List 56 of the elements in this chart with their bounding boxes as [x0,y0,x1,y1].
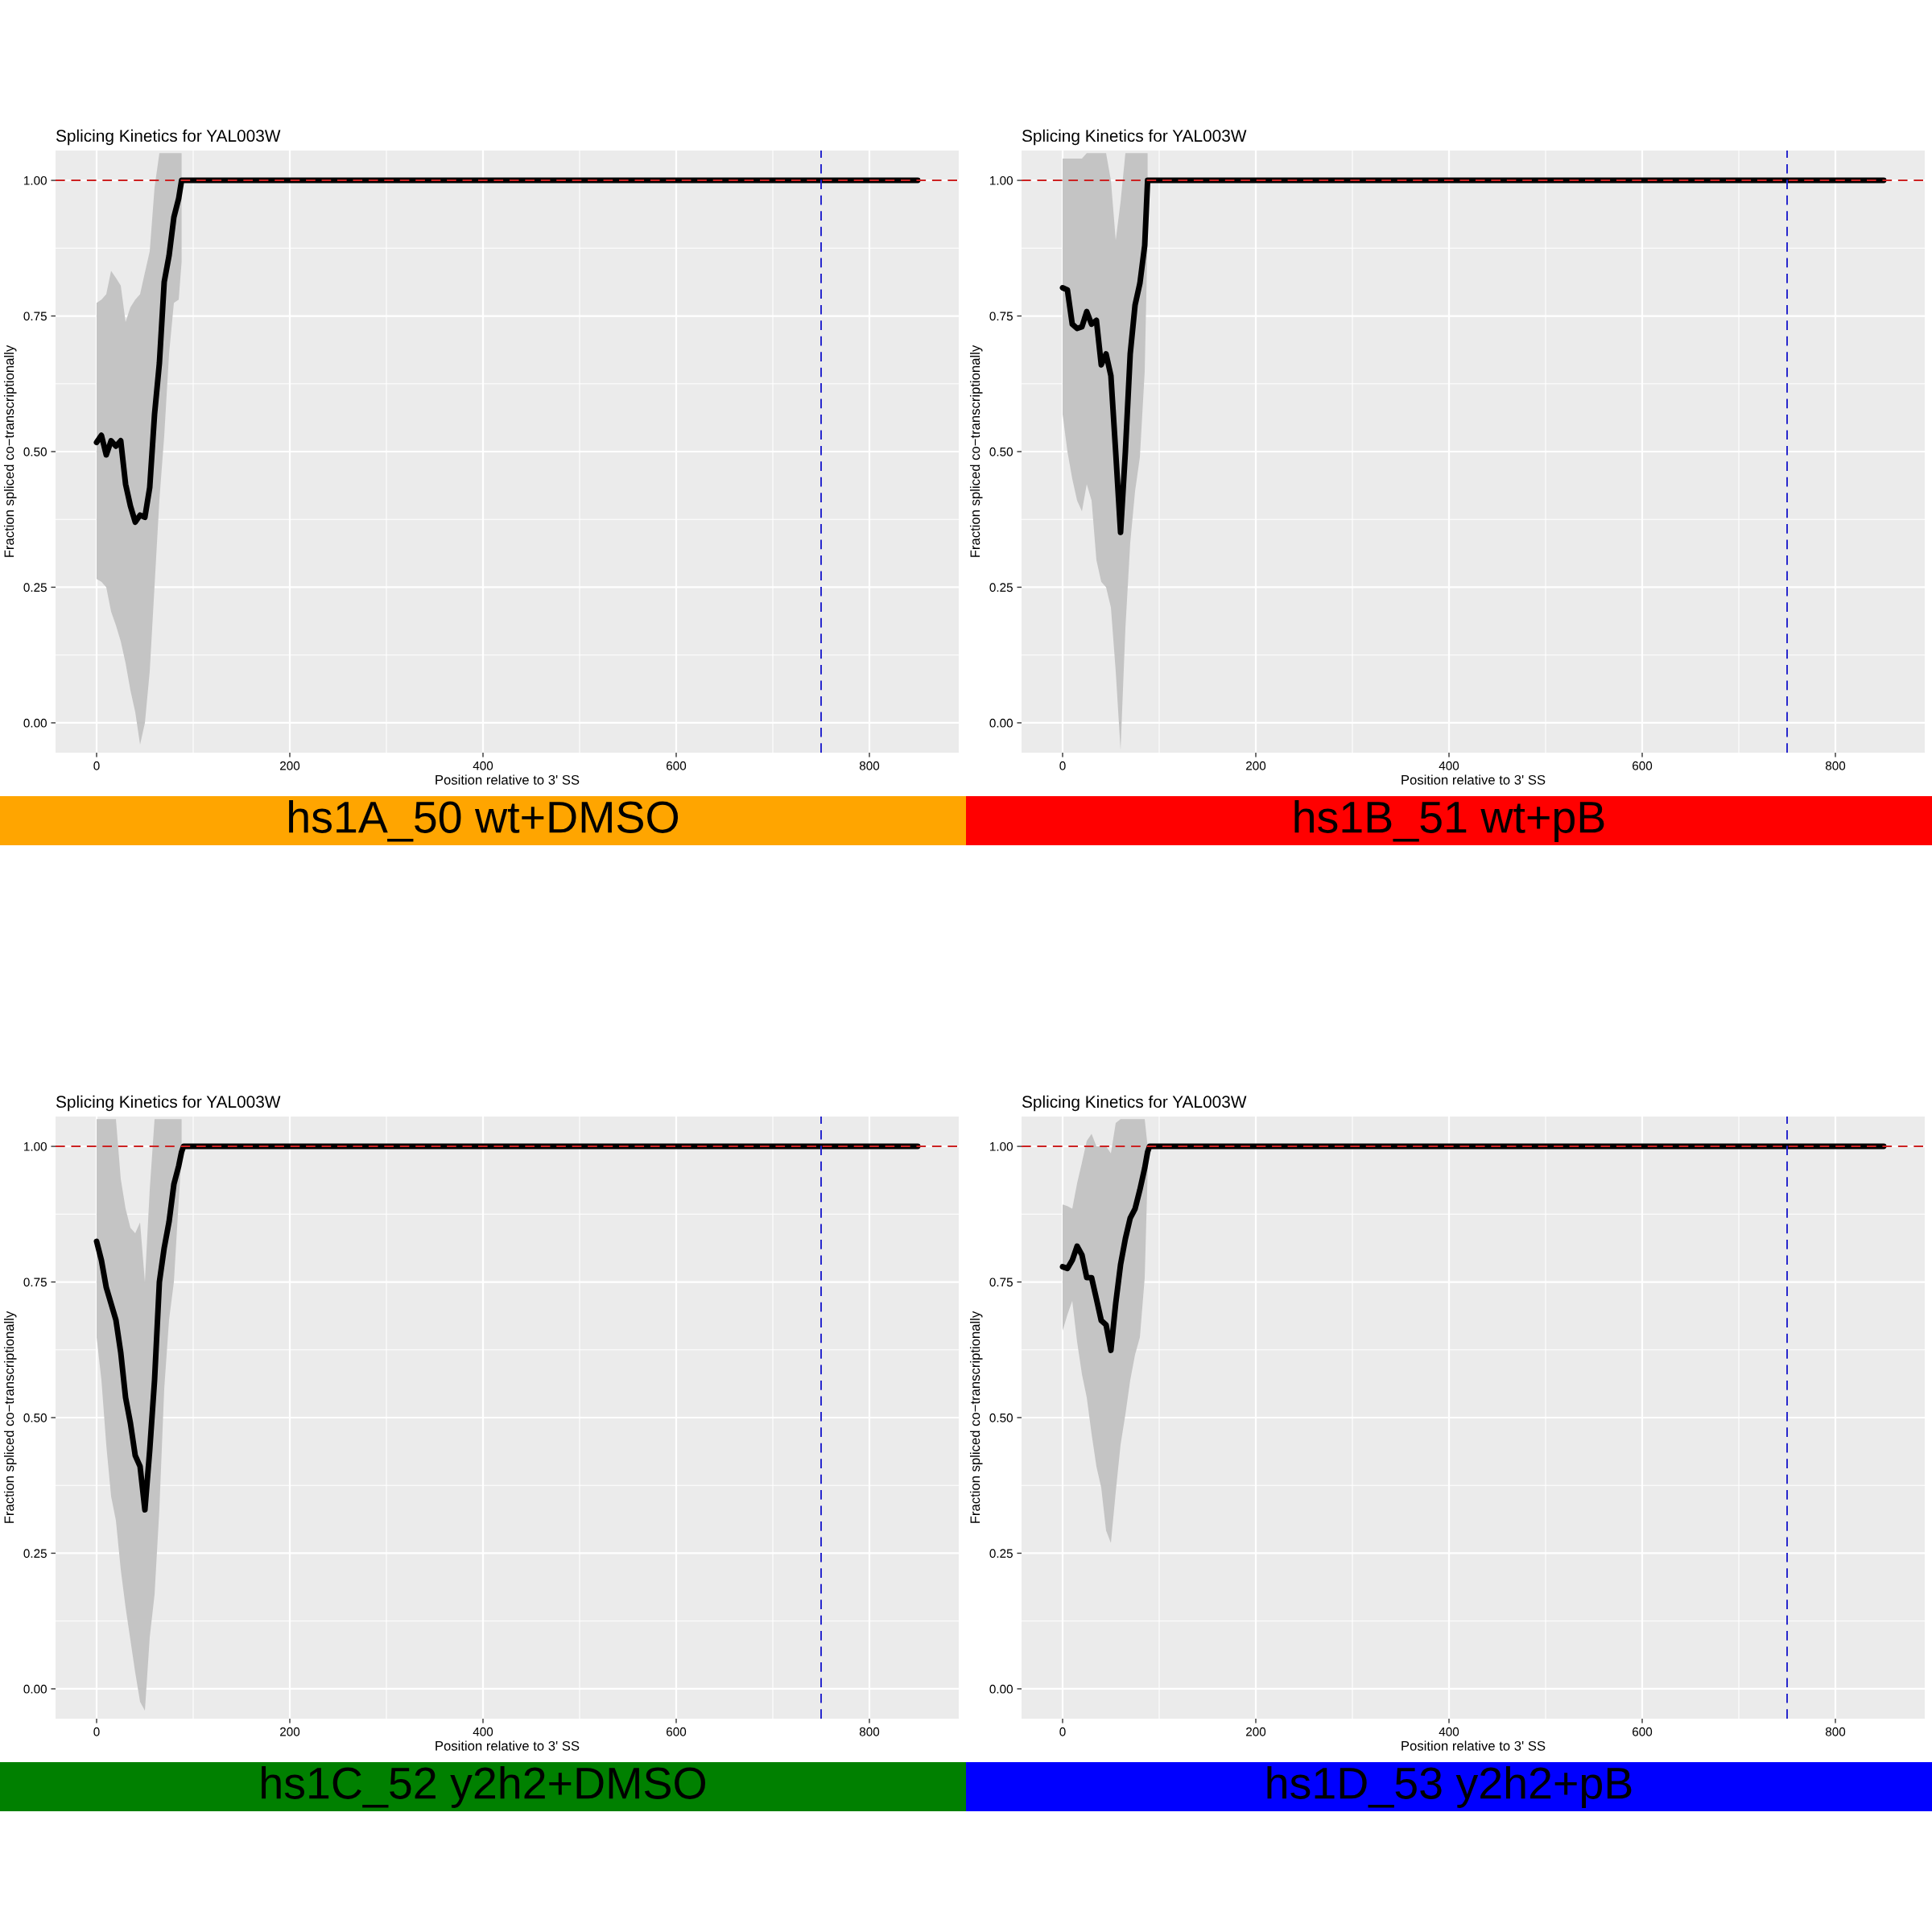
text: hs1C_52 y2h2+DMSO [262,1766,706,1808]
y-axis-title: Fraction spliced co−transcriptionally [969,345,983,557]
chart-title: Splicing Kinetics for YAL003W [1022,1095,1247,1112]
chart-title: Splicing Kinetics for YAL003W [56,129,281,146]
x-tick-label: 400 [1439,761,1459,770]
y-tick-label: 0.00 [989,1684,1013,1694]
chart-title: Splicing Kinetics for YAL003W [1022,129,1247,146]
y-tick-label: 0.75 [989,312,1013,321]
x-tick-label: 800 [1825,761,1846,770]
x-tick-label: 800 [859,761,880,770]
x-tick-label: 200 [280,761,300,770]
y-tick-label: 0.50 [989,1413,1013,1422]
y-axis-title: Fraction spliced co−transcriptionally [969,1311,983,1523]
text: hs1A_50 wt+DMSO [289,800,679,842]
x-tick-label: 800 [859,1727,880,1736]
x-tick-label: 600 [667,761,687,770]
x-tick-label: 400 [473,761,493,770]
x-tick-label: 0 [1059,761,1066,770]
y-axis-title: Fraction spliced co−transcriptionally [3,345,17,557]
x-axis-title: Position relative to 3' SS [436,1740,580,1751]
y-tick-label: 0.75 [23,1278,47,1287]
x-tick-label: 200 [1246,761,1266,770]
x-tick-label: 600 [1633,1727,1653,1736]
y-tick-label: 0.50 [23,447,47,456]
text: hs1B_51 wt+pB [1294,800,1604,842]
y-tick-label: 1.00 [990,175,1013,185]
x-tick-label: 400 [473,1727,493,1736]
x-tick-label: 400 [1439,1727,1459,1736]
x-tick-label: 0 [93,1727,100,1736]
y-tick-label: 1.00 [990,1141,1013,1151]
y-tick-label: 0.50 [989,447,1013,456]
y-tick-label: 0.25 [989,1549,1013,1558]
chart-title: Splicing Kinetics for YAL003W [56,1095,281,1112]
y-tick-label: 0.50 [23,1413,47,1422]
y-tick-label: 0.00 [23,718,47,728]
y-axis-title: Fraction spliced co−transcriptionally [3,1311,17,1523]
x-tick-label: 800 [1825,1727,1846,1736]
x-tick-label: 0 [1059,1727,1066,1736]
x-axis-title: Position relative to 3' SS [436,774,580,785]
x-tick-label: 600 [667,1727,687,1736]
x-tick-label: 200 [1246,1727,1266,1736]
y-tick-label: 1.00 [24,1141,47,1151]
y-tick-label: 0.75 [23,312,47,321]
x-axis-title: Position relative to 3' SS [1402,1740,1546,1751]
y-tick-label: 0.00 [989,718,1013,728]
x-tick-label: 0 [93,761,100,770]
y-tick-label: 0.25 [989,583,1013,592]
y-tick-label: 0.25 [23,1549,47,1558]
text: hs1D_53 y2h2+pB [1267,1766,1632,1808]
y-tick-label: 1.00 [24,175,47,185]
y-tick-label: 0.25 [23,583,47,592]
x-tick-label: 600 [1633,761,1653,770]
x-axis-title: Position relative to 3' SS [1402,774,1546,785]
y-tick-label: 0.00 [23,1684,47,1694]
y-tick-label: 0.75 [989,1278,1013,1287]
x-tick-label: 200 [280,1727,300,1736]
